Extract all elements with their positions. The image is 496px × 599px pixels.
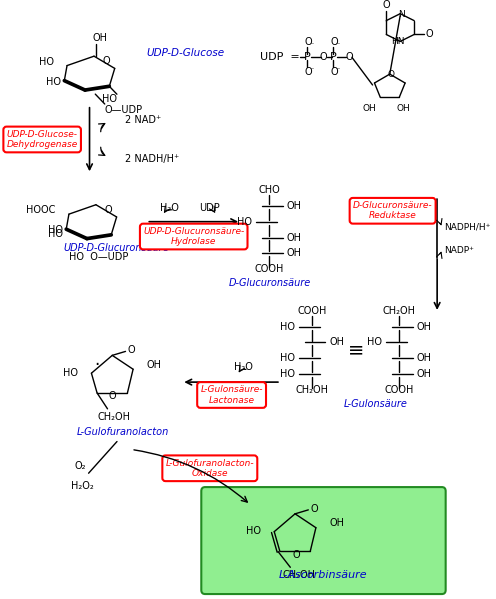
Text: ⁻: ⁻	[335, 40, 340, 49]
FancyBboxPatch shape	[201, 487, 446, 594]
Text: HO: HO	[63, 368, 78, 378]
Text: O: O	[426, 29, 433, 40]
Text: ⁻: ⁻	[310, 40, 314, 49]
Text: HO: HO	[49, 229, 63, 239]
Text: O: O	[292, 550, 300, 561]
Text: HO: HO	[47, 77, 62, 87]
Text: P: P	[304, 52, 311, 62]
Text: O: O	[127, 346, 135, 355]
Text: COOH: COOH	[255, 264, 284, 274]
Text: O: O	[305, 67, 312, 77]
Text: O₂: O₂	[74, 461, 86, 471]
Text: OH: OH	[329, 337, 344, 347]
Text: UDP-D-Glucose: UDP-D-Glucose	[146, 49, 225, 58]
Text: CH₂OH: CH₂OH	[296, 385, 329, 395]
Text: H₂O: H₂O	[234, 362, 252, 372]
Text: O: O	[109, 391, 116, 401]
Text: OH: OH	[416, 322, 432, 332]
Text: O: O	[330, 67, 338, 77]
Text: HO: HO	[280, 369, 295, 379]
Text: CH₂OH: CH₂OH	[383, 306, 416, 316]
Text: UDP: UDP	[199, 203, 220, 213]
Text: D-Glucuronsäure: D-Glucuronsäure	[228, 278, 310, 288]
Text: N: N	[398, 10, 405, 19]
Text: OH: OH	[287, 201, 302, 211]
Text: O: O	[330, 37, 338, 47]
Text: COOH: COOH	[384, 385, 414, 395]
Text: O: O	[382, 0, 390, 10]
Text: HO: HO	[280, 353, 295, 364]
Text: P: P	[329, 52, 336, 62]
Text: NADPH/H⁺: NADPH/H⁺	[444, 222, 490, 231]
Text: UDP  =: UDP =	[260, 52, 300, 62]
Text: OH: OH	[287, 249, 302, 258]
Text: L-Gulofuranolacton-
Oxidase: L-Gulofuranolacton- Oxidase	[166, 459, 254, 478]
Text: HO: HO	[367, 337, 382, 347]
Text: OH: OH	[416, 369, 432, 379]
Text: O: O	[103, 56, 110, 66]
Text: L-Gulonsäure-
Lactonase: L-Gulonsäure- Lactonase	[200, 385, 263, 405]
Text: NADP⁺: NADP⁺	[444, 246, 474, 255]
Text: HO: HO	[39, 57, 54, 66]
Text: L-Ascorbinsäure: L-Ascorbinsäure	[279, 570, 368, 580]
Text: HOOC: HOOC	[26, 205, 56, 215]
Text: H₂O: H₂O	[160, 203, 179, 213]
Text: UDP-D-Glucose-
Dehydrogenase: UDP-D-Glucose- Dehydrogenase	[6, 130, 78, 149]
Text: HO: HO	[238, 217, 252, 226]
Text: O: O	[345, 52, 353, 62]
Text: HO: HO	[102, 94, 117, 104]
Text: L-Gulofuranolacton: L-Gulofuranolacton	[77, 426, 170, 437]
Text: OH: OH	[92, 34, 107, 43]
Text: HO: HO	[49, 225, 63, 235]
Text: OH: OH	[396, 104, 410, 113]
Text: OH: OH	[416, 353, 432, 364]
Text: OH: OH	[362, 104, 376, 113]
Text: HN: HN	[391, 37, 405, 46]
Text: O: O	[305, 37, 312, 47]
Text: O: O	[310, 504, 318, 514]
Text: O: O	[387, 69, 394, 78]
Text: CH₂OH: CH₂OH	[98, 412, 130, 422]
Text: ⁻: ⁻	[310, 66, 314, 75]
Text: OH: OH	[146, 360, 161, 370]
Text: O—UDP: O—UDP	[105, 105, 143, 115]
Text: ·: ·	[94, 356, 100, 374]
Text: UDP-D-Glucuronsäure-
Hydrolase: UDP-D-Glucuronsäure- Hydrolase	[143, 227, 245, 246]
Text: ≡: ≡	[349, 341, 365, 360]
Text: CH₂OH: CH₂OH	[282, 570, 315, 580]
Text: D-Glucuronsäure-
Reduktase: D-Glucuronsäure- Reduktase	[353, 201, 433, 220]
Text: OH: OH	[329, 518, 344, 528]
Text: H₂O₂: H₂O₂	[70, 481, 93, 491]
Text: ⁻: ⁻	[335, 66, 340, 75]
Text: 2 NADH/H⁺: 2 NADH/H⁺	[124, 155, 179, 164]
Text: HO: HO	[280, 322, 295, 332]
Text: CHO: CHO	[258, 185, 280, 195]
Text: HO  O—UDP: HO O—UDP	[69, 252, 129, 262]
Text: L-Gulonsäure: L-Gulonsäure	[344, 399, 408, 409]
Text: O: O	[104, 205, 112, 215]
Text: COOH: COOH	[298, 306, 327, 316]
Text: 2 NAD⁺: 2 NAD⁺	[124, 114, 161, 125]
Text: OH: OH	[287, 232, 302, 243]
Text: O: O	[319, 52, 327, 62]
Text: HO: HO	[246, 526, 261, 536]
Text: UDP-D-Glucuronsäure: UDP-D-Glucuronsäure	[63, 243, 169, 253]
